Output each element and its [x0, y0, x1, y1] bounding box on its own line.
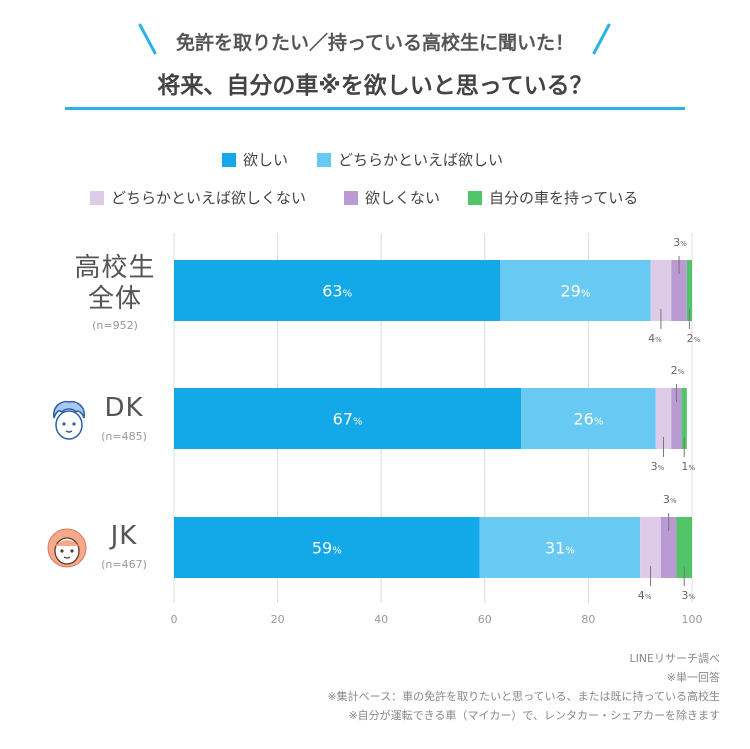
x-tick-label: 60: [478, 613, 492, 626]
data-label: 2%: [671, 364, 685, 377]
legend-item-not-want: 欲しくない: [344, 187, 440, 208]
legend-item-want: 欲しい: [222, 149, 288, 170]
legend-label: どちらかといえば欲しい: [338, 151, 504, 169]
bar-segment: [174, 388, 522, 449]
legend-swatch: [222, 152, 236, 167]
title-underline: [65, 107, 685, 110]
data-label: 4%: [648, 332, 662, 345]
row-label-all: 高校生 全体 (n=952): [60, 253, 170, 333]
x-tick-label: 100: [682, 613, 703, 626]
bar-segment: [660, 517, 677, 578]
legend-label: 自分の車を持っている: [489, 189, 639, 207]
legend-swatch: [90, 190, 104, 205]
data-label: 3%: [651, 460, 665, 473]
row-label-line: 全体: [87, 284, 142, 314]
row-label-dk: DK (n=485): [96, 393, 152, 444]
note-car-definition: ※自分が運転できる車（マイカー）で、レンタカー・シェアカーを除きます: [348, 709, 720, 722]
row-sample-size: (n=952): [92, 319, 138, 332]
bar-segment: [479, 517, 641, 578]
data-label: 3%: [673, 236, 687, 249]
legend-item-somewhat-want: どちらかといえば欲しい: [317, 149, 503, 170]
data-label: 2%: [687, 332, 701, 345]
row-label-line: JK: [110, 521, 138, 551]
legend-label: 欲しい: [243, 151, 289, 169]
legend-swatch: [468, 190, 482, 205]
legend-label: どちらかといえば欲しくない: [111, 189, 307, 207]
x-tick-label: 80: [581, 613, 595, 626]
bar-segment: [174, 517, 480, 578]
chart-subtitle: 免許を取りたい／持っている高校生に聞いた！: [175, 32, 575, 54]
row-label-line: DK: [104, 393, 144, 423]
footnotes: LINEリサーチ調べ ※単一回答 ※集計ベース：車の免許を取りたいと思っている、…: [327, 649, 720, 725]
note-source: LINEリサーチ調べ: [629, 652, 720, 665]
data-label: 3%: [663, 493, 677, 506]
row-label-line: 高校生: [74, 253, 156, 283]
legend-item-own-car: 自分の車を持っている: [468, 187, 638, 208]
data-label: 4%: [638, 589, 652, 602]
bar-segment: [640, 517, 661, 578]
row-label-jk: JK (n=467): [96, 521, 152, 572]
boy-face-icon: [53, 400, 85, 440]
girl-face-icon: [47, 528, 87, 568]
data-label: 1%: [681, 460, 695, 473]
x-tick-label: 40: [374, 613, 388, 626]
bar-segment: [671, 260, 687, 321]
chart-title: 将来、自分の車※を欲しいと思っている？: [157, 73, 593, 99]
bar-segment: [676, 517, 692, 578]
x-tick-label: 0: [171, 613, 178, 626]
bar-segment: [500, 260, 651, 321]
row-sample-size: (n=485): [101, 430, 147, 443]
bar-segment: [671, 388, 682, 449]
bar-segment: [681, 388, 687, 449]
note-base: ※集計ベース：車の免許を取りたいと思っている、または既に持っている高校生: [327, 690, 720, 703]
data-label: 3%: [681, 589, 695, 602]
legend-label: 欲しくない: [365, 189, 441, 207]
bar-segment: [655, 388, 672, 449]
x-tick-label: 20: [271, 613, 285, 626]
bar-segment: [521, 388, 656, 449]
bar-segment: [686, 260, 692, 321]
bar-segment: [650, 260, 672, 321]
note-single-answer: ※単一回答: [666, 671, 720, 684]
legend-swatch: [344, 190, 358, 205]
row-sample-size: (n=467): [101, 558, 147, 571]
legend-swatch: [317, 152, 331, 167]
bar-segment: [174, 260, 501, 321]
legend-item-somewhat-not-want: どちらかといえば欲しくない: [90, 187, 306, 208]
